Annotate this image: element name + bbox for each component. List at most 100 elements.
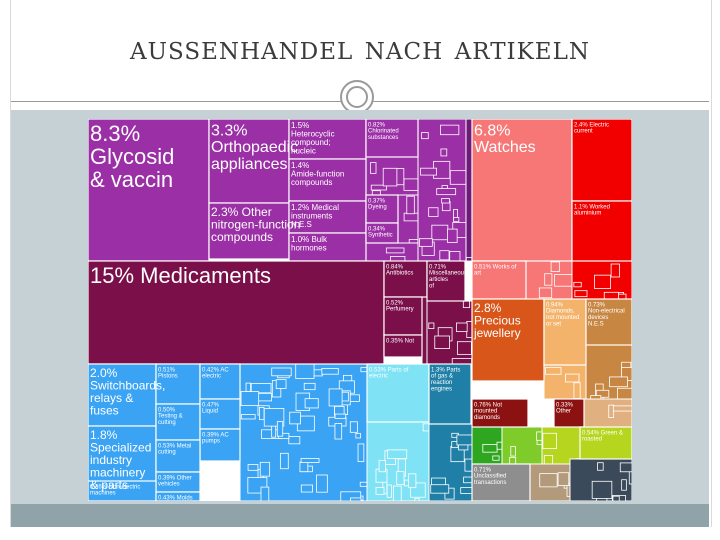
treemap-tile-label: 0.43% Molds bbox=[158, 495, 193, 501]
treemap-tile bbox=[471, 298, 545, 382]
treemap-tile bbox=[365, 119, 419, 158]
treemap-filler-subtile bbox=[621, 479, 627, 491]
treemap-filler-subtile bbox=[378, 460, 386, 473]
treemap-tile bbox=[585, 298, 632, 346]
treemap-filler-subtile bbox=[617, 293, 627, 300]
treemap-filler-subtile bbox=[357, 443, 365, 463]
treemap-tile-label: 0.37% Dyeing bbox=[368, 198, 387, 210]
treemap-filler-subtile bbox=[482, 444, 498, 453]
treemap-filler-subtile bbox=[573, 281, 582, 288]
treemap-filler-subtile bbox=[334, 413, 347, 419]
treemap-tile bbox=[383, 296, 423, 336]
treemap-tile-label: 0.84% Antibiotics bbox=[386, 264, 413, 276]
treemap-tile bbox=[199, 428, 241, 462]
treemap-tile-label: 0.35% Not bbox=[386, 338, 414, 344]
treemap-filler-subtile bbox=[375, 487, 385, 495]
treemap-tile-label: 0.50% Testing & cutting bbox=[158, 407, 183, 426]
treemap-tile-label: 0.51% Works of art bbox=[474, 264, 517, 276]
treemap-tile-label: 0.42% AC electric bbox=[202, 367, 229, 379]
treemap-filler-subtile bbox=[295, 363, 315, 379]
treemap-filler-subtile bbox=[542, 432, 558, 449]
treemap-filler-subtile bbox=[453, 217, 460, 223]
treemap-filler-subtile bbox=[414, 497, 420, 501]
treemap-tile-label: 0.34% Synthetic bbox=[368, 226, 393, 238]
treemap-filler-tile bbox=[465, 119, 473, 262]
treemap-filler-subtile bbox=[447, 228, 458, 243]
treemap-filler-subtile bbox=[260, 486, 270, 501]
treemap-svg: 8.3% Glycosid & vaccin 3.3% Orthopaedic appli… bbox=[88, 119, 632, 501]
treemap-tile bbox=[288, 232, 367, 262]
treemap-filler-subtile bbox=[573, 382, 581, 399]
treemap-tile-label: 1.1% Worked aluminium bbox=[574, 204, 610, 216]
treemap-filler-subtile bbox=[539, 473, 558, 488]
treemap-tile bbox=[155, 403, 201, 441]
treemap-filler-subtile bbox=[465, 256, 473, 262]
treemap-filler-subtile bbox=[574, 290, 588, 298]
treemap-filler-subtile bbox=[422, 423, 430, 432]
treemap-filler-subtile bbox=[349, 421, 358, 433]
treemap-filler-subtile bbox=[565, 373, 580, 383]
treemap-tile-label: 2.0% Switchboards, relays & fuses bbox=[90, 366, 165, 418]
treemap-filler-subtile bbox=[591, 480, 613, 499]
treemap-filler-subtile bbox=[440, 148, 448, 157]
treemap-tile-label: 1.0% Bulk hormones bbox=[291, 235, 328, 252]
treemap-tile bbox=[288, 158, 367, 202]
treemap-filler-subtile bbox=[303, 382, 316, 391]
treemap-tile-label: 0.52% Perfumery bbox=[386, 300, 414, 312]
treemap-tile-label: 1.3% Parts of gas & reaction engines bbox=[431, 367, 460, 392]
treemap-tile-label: 3.3% Orthopaedic appliances bbox=[211, 122, 298, 173]
treemap-tile-label: 0.76% Not mounted diamonds bbox=[474, 402, 502, 421]
treemap-tile-label: 0.71% Miscellaneous articles of bbox=[429, 264, 467, 289]
treemap-filler-subtile bbox=[403, 178, 419, 191]
treemap-tile-label: 1.5% Heterocyclic compound; nucleic bbox=[291, 121, 335, 155]
treemap-filler-tile bbox=[421, 296, 428, 365]
treemap-tile bbox=[88, 119, 210, 262]
treemap-filler-subtile bbox=[612, 405, 632, 412]
treemap-tile bbox=[199, 363, 241, 400]
treemap-filler-subtile bbox=[619, 462, 632, 473]
treemap-filler-subtile bbox=[396, 471, 405, 485]
treemap-filler-subtile bbox=[321, 368, 339, 375]
treemap-filler-subtile bbox=[538, 287, 553, 299]
treemap-tile bbox=[88, 480, 157, 501]
treemap-tile bbox=[471, 398, 529, 428]
treemap-tile bbox=[571, 200, 632, 262]
treemap-tile bbox=[471, 260, 527, 300]
treemap-filler-subtile bbox=[271, 367, 292, 377]
treemap-filler-tile bbox=[583, 398, 632, 428]
treemap-filler-subtile bbox=[431, 224, 449, 241]
treemap-filler-subtile bbox=[460, 487, 473, 494]
treemap-filler-subtile bbox=[370, 162, 377, 174]
treemap-filler-subtile bbox=[463, 476, 473, 484]
treemap-filler-tile bbox=[501, 426, 543, 465]
treemap-filler-subtile bbox=[355, 432, 361, 439]
treemap-tile-label: 0.51% Pistons bbox=[158, 367, 178, 379]
treemap-filler-subtile bbox=[509, 456, 517, 465]
treemap-filler-subtile bbox=[544, 273, 553, 286]
treemap-filler-subtile bbox=[451, 358, 473, 365]
treemap-filler-subtile bbox=[462, 300, 471, 309]
treemap-filler-subtile bbox=[597, 462, 604, 471]
treemap-filler-subtile bbox=[612, 495, 620, 501]
treemap-filler-subtile bbox=[609, 376, 628, 388]
treemap-filler-subtile bbox=[554, 274, 573, 287]
treemap-filler-subtile bbox=[382, 167, 398, 187]
treemap-tile bbox=[199, 398, 241, 430]
treemap-tile-label: 1.4% Amide-function compounds bbox=[291, 161, 344, 187]
treemap-filler-subtile bbox=[456, 322, 468, 333]
treemap-filler-subtile bbox=[406, 195, 415, 215]
treemap-filler-subtile bbox=[408, 239, 419, 244]
treemap-tile-label: 8.3% Glycosid & vaccin bbox=[90, 121, 174, 192]
treemap-filler-subtile bbox=[387, 449, 408, 459]
treemap-tile bbox=[155, 491, 201, 501]
treemap-tile bbox=[208, 202, 290, 260]
treemap-filler-subtile bbox=[457, 341, 472, 355]
treemap-tile-label: 0.36% Non electric machines bbox=[90, 484, 140, 496]
treemap-tile-label: 1.2% Medical instruments N.E.S bbox=[291, 203, 339, 229]
treemap-filler-subtile bbox=[288, 436, 301, 445]
treemap-filler-subtile bbox=[360, 367, 368, 373]
treemap-filler-subtile bbox=[428, 207, 439, 217]
treemap-tile-label: 2.3% Other nitrogen-function compounds bbox=[211, 205, 300, 244]
treemap-filler-subtile bbox=[434, 335, 450, 349]
treemap-tiles bbox=[88, 119, 632, 501]
